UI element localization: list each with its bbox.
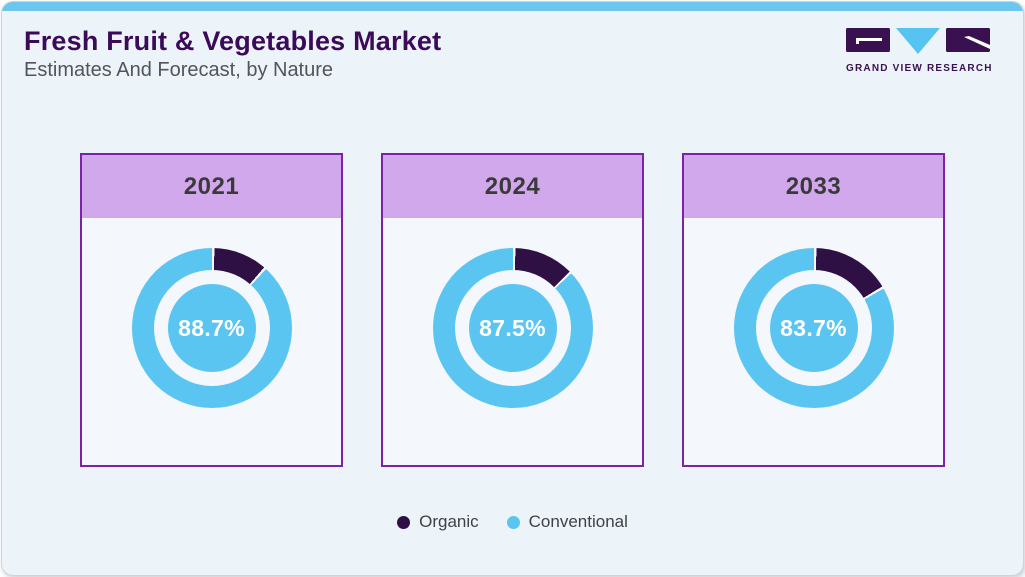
donut-center: 83.7% <box>769 284 858 372</box>
donut-chart: 83.7% <box>733 248 894 408</box>
year-card-2024: 2024 87.5% <box>381 153 644 467</box>
legend-label: Conventional <box>528 512 628 531</box>
gvr-logo-icon <box>846 28 990 54</box>
top-accent-bar <box>2 2 1023 11</box>
year-card-body: 87.5% <box>383 248 642 497</box>
year-card-header: 2024 <box>383 155 642 218</box>
year-card-body: 88.7% <box>82 248 341 497</box>
organic-swatch-icon <box>397 515 411 529</box>
year-card-2033: 2033 83.7% <box>682 153 945 467</box>
donut-chart: 87.5% <box>432 248 593 408</box>
header: Fresh Fruit & Vegetables Market Estimate… <box>24 26 441 82</box>
donut-center: 87.5% <box>468 284 557 372</box>
donut-center-value: 87.5% <box>479 314 546 341</box>
donut-hole: 88.7% <box>153 270 270 386</box>
donut-center-value: 88.7% <box>178 314 245 341</box>
donut-hole: 83.7% <box>755 270 872 386</box>
brand-logo: GRAND VIEW RESEARCH <box>846 28 993 74</box>
year-card-header: 2033 <box>684 155 943 218</box>
donut-chart: 88.7% <box>131 248 292 408</box>
year-card-header: 2021 <box>82 155 341 218</box>
page-title: Fresh Fruit & Vegetables Market <box>24 26 442 56</box>
year-label: 2024 <box>484 172 541 200</box>
year-card-body: 83.7% <box>684 248 943 497</box>
page-subtitle: Estimates And Forecast, by Nature <box>24 59 334 82</box>
donut-center: 88.7% <box>167 284 256 372</box>
year-cards: 2021 88.7% 2024 <box>80 153 945 467</box>
brand-name: GRAND VIEW RESEARCH <box>846 63 993 74</box>
donut-center-value: 83.7% <box>780 314 847 341</box>
year-card-2021: 2021 88.7% <box>80 153 343 467</box>
legend-item-organic: Organic <box>397 512 479 532</box>
year-label: 2021 <box>183 172 240 200</box>
conventional-swatch-icon <box>506 515 520 529</box>
year-label: 2033 <box>785 172 842 200</box>
chart-legend: Organic Conventional <box>2 512 1023 532</box>
legend-item-conventional: Conventional <box>506 512 628 532</box>
donut-hole: 87.5% <box>454 270 571 386</box>
legend-label: Organic <box>419 512 479 531</box>
